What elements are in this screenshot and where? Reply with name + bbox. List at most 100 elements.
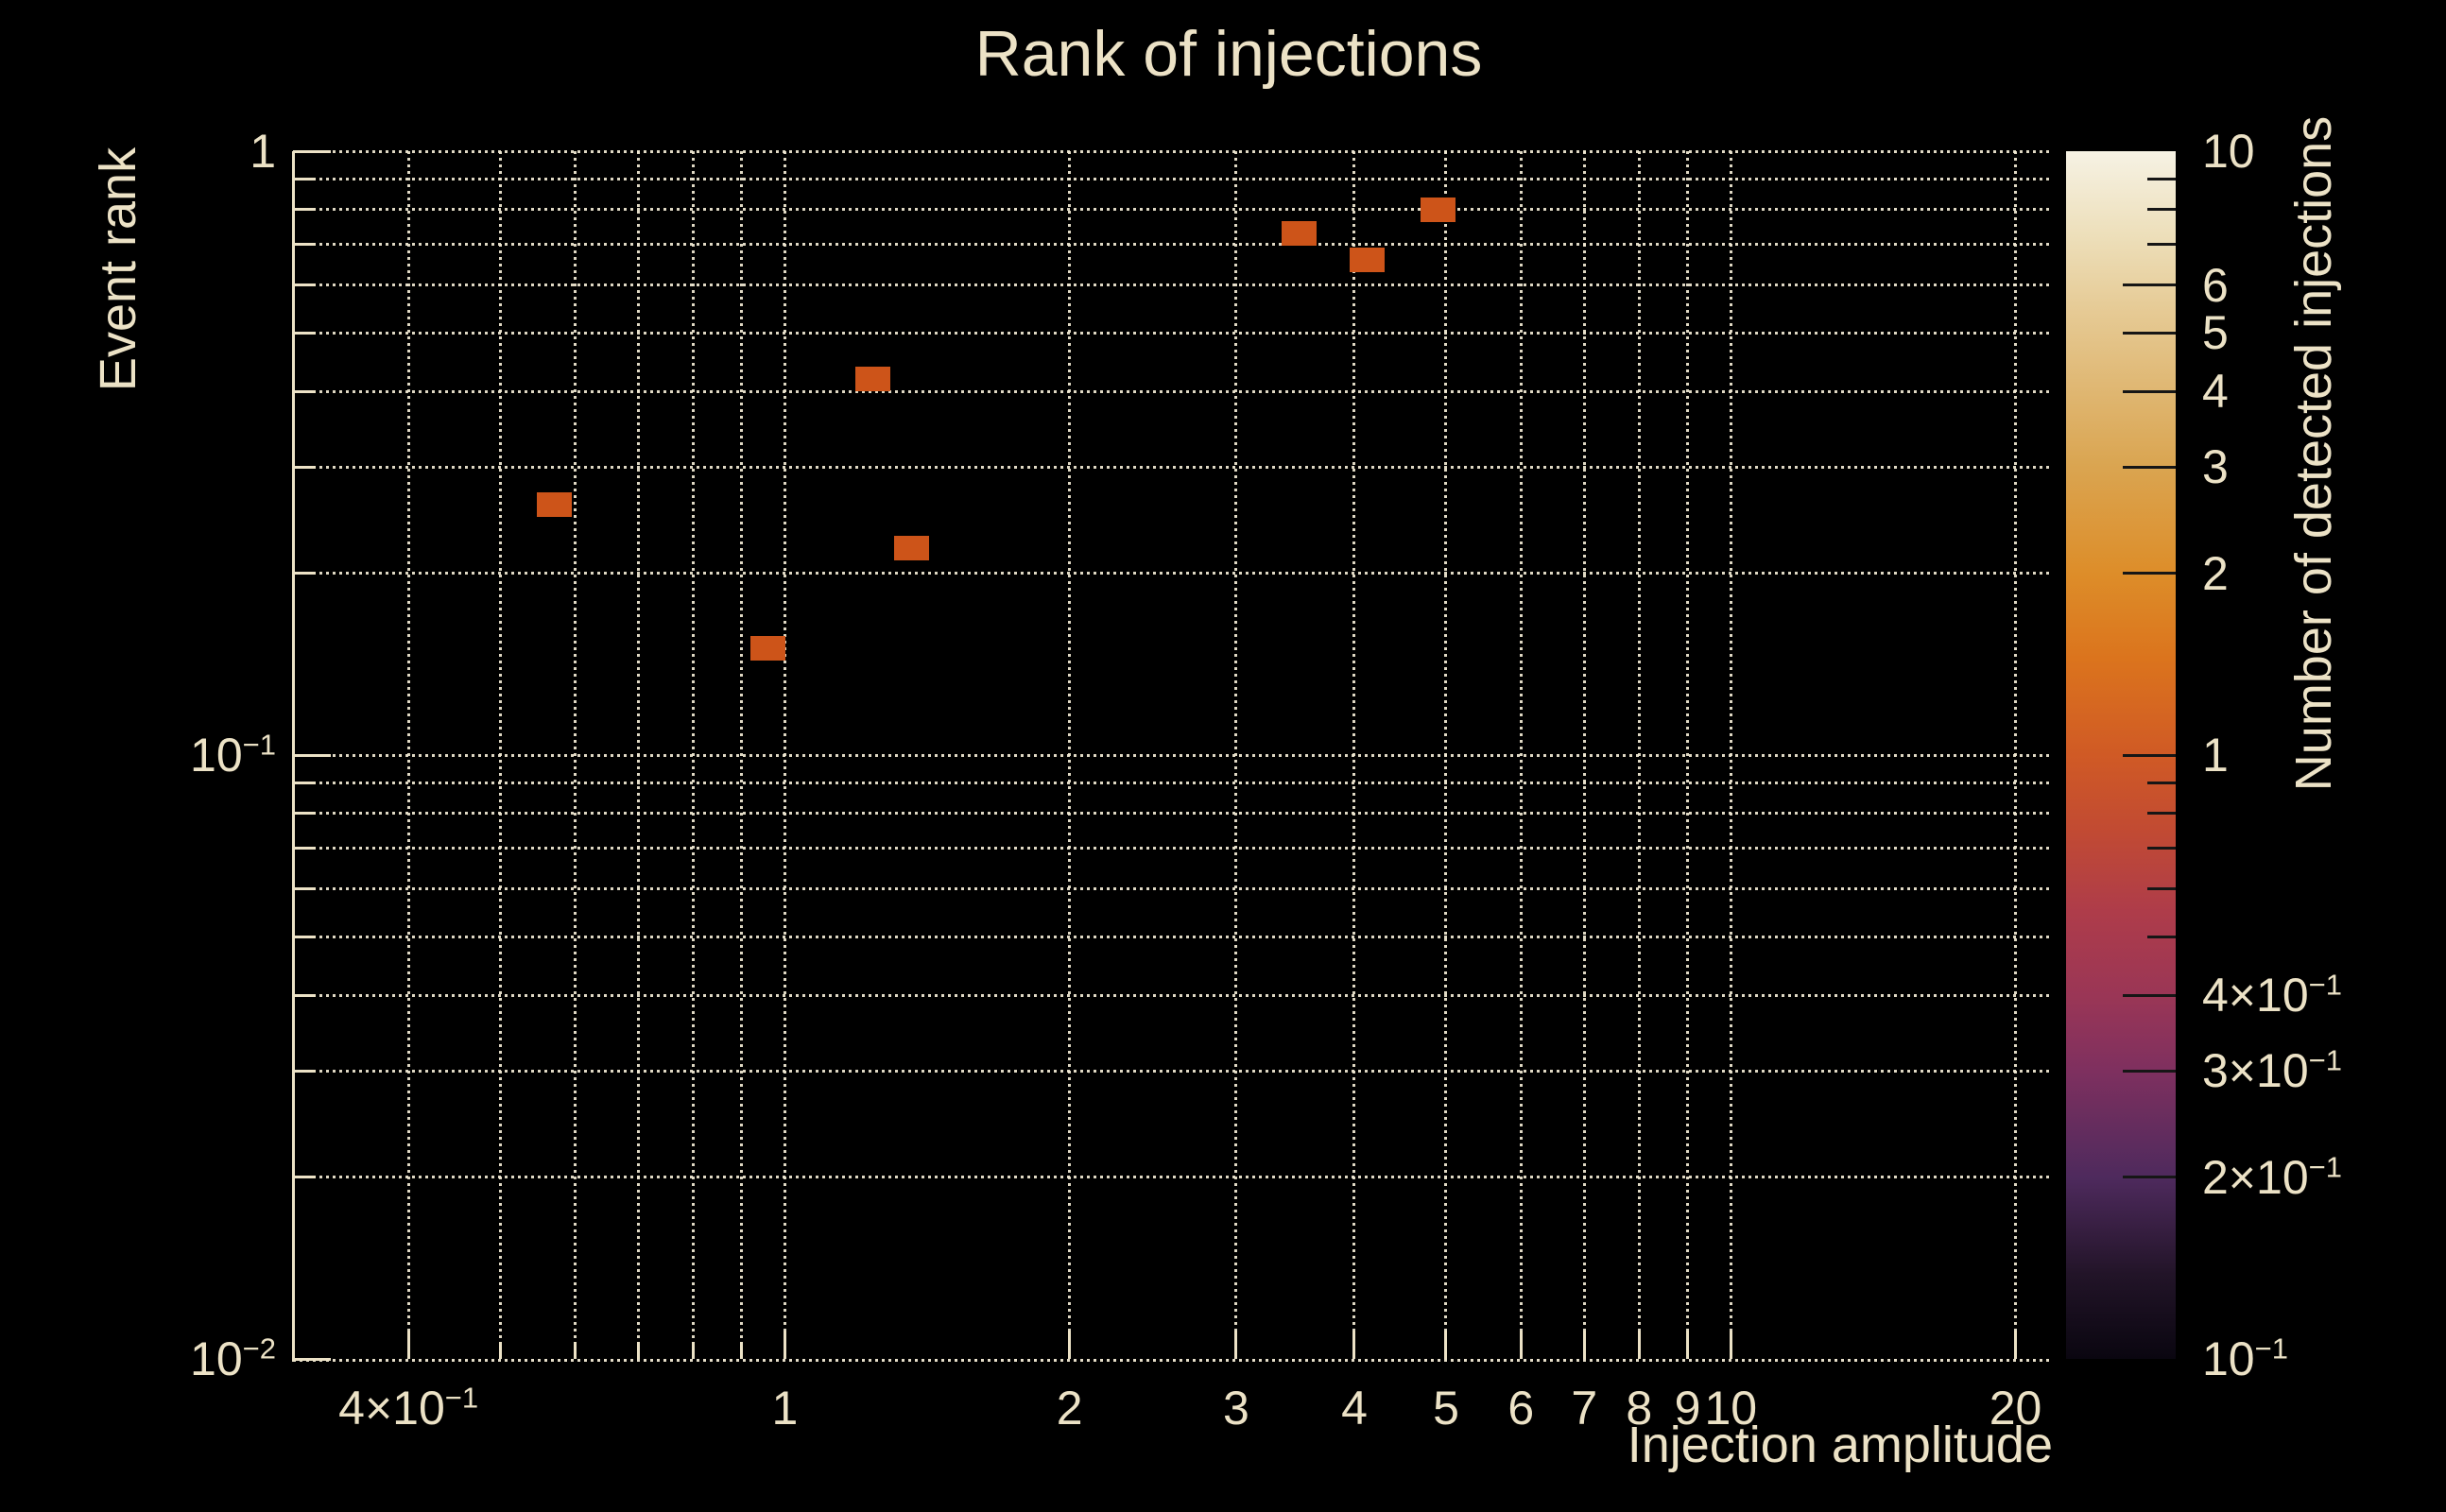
y-tick-minor	[293, 284, 316, 287]
colorbar-tick-minor	[2147, 243, 2176, 247]
y-tick-minor	[293, 389, 316, 393]
data-point	[750, 636, 786, 662]
data-point	[855, 366, 891, 391]
y-gridline	[293, 1069, 2053, 1073]
y-tick-minor	[293, 847, 316, 850]
y-gridline	[293, 389, 2053, 393]
y-tick-minor	[293, 243, 316, 247]
colorbar-tick	[2123, 993, 2176, 997]
colorbar-tick	[2123, 753, 2176, 757]
y-gridline	[293, 781, 2053, 784]
colorbar-tick-minor	[2147, 935, 2176, 938]
y-gridline	[293, 1176, 2053, 1179]
y-tick-label: 10−1	[190, 728, 276, 782]
x-axis-label: Injection amplitude	[1627, 1417, 2053, 1473]
x-tick-minor	[740, 1342, 744, 1359]
y-axis-label: Event rank	[90, 146, 146, 392]
y-tick-label: 1	[250, 125, 276, 178]
colorbar-tick-minor	[2147, 847, 2176, 850]
x-tick	[783, 1331, 786, 1359]
x-tick	[1582, 1331, 1586, 1359]
y-tick	[293, 149, 331, 153]
y-tick	[293, 753, 331, 757]
x-tick-label: 2	[1056, 1382, 1083, 1435]
colorbar-tick-minor	[2147, 887, 2176, 891]
x-axis-spine	[293, 1359, 2053, 1362]
x-tick	[1444, 1331, 1448, 1359]
colorbar-tick-label: 4×10−1	[2202, 968, 2342, 1022]
x-tick-minor	[636, 1342, 640, 1359]
y-tick-minor	[293, 887, 316, 891]
y-tick-minor	[293, 572, 316, 576]
chart-title: Rank of injections	[974, 18, 1483, 90]
y-tick-minor	[293, 781, 316, 784]
colorbar-tick	[2123, 465, 2176, 469]
y-gridline	[293, 993, 2053, 997]
y-tick-minor	[293, 812, 316, 816]
x-tick-label: 7	[1571, 1382, 1598, 1435]
x-tick-label: 4	[1341, 1382, 1368, 1435]
x-tick	[1637, 1331, 1641, 1359]
colorbar-tick	[2123, 389, 2176, 393]
data-point	[893, 536, 929, 561]
y-gridline	[293, 208, 2053, 212]
x-tick-minor	[498, 1342, 502, 1359]
colorbar-tick	[2123, 1176, 2176, 1179]
x-tick	[1519, 1331, 1523, 1359]
colorbar-tick-minor	[2147, 177, 2176, 180]
y-gridline	[293, 149, 2053, 153]
y-tick-minor	[293, 993, 316, 997]
y-axis-spine	[292, 151, 295, 1362]
y-tick-minor	[293, 177, 316, 180]
x-tick	[1068, 1331, 1072, 1359]
y-tick-label: 10−2	[190, 1332, 276, 1385]
y-tick-minor	[293, 465, 316, 469]
x-tick-label: 20	[1989, 1382, 2042, 1435]
x-tick-label: 1	[771, 1382, 799, 1435]
colorbar-tick-label: 1	[2202, 729, 2229, 782]
colorbar-tick	[2123, 1069, 2176, 1073]
colorbar-tick-minor	[2147, 208, 2176, 212]
x-tick	[1234, 1331, 1238, 1359]
y-tick-minor	[293, 1176, 316, 1179]
colorbar-tick-label: 5	[2202, 306, 2229, 360]
y-gridline	[293, 572, 2053, 576]
x-tick-label: 3	[1223, 1382, 1249, 1435]
y-tick-minor	[293, 1069, 316, 1073]
y-gridline	[293, 887, 2053, 891]
colorbar-tick	[2123, 284, 2176, 287]
data-point	[536, 491, 572, 517]
x-tick-label: 6	[1507, 1382, 1535, 1435]
x-tick-label: 5	[1433, 1382, 1459, 1435]
data-point	[1350, 248, 1386, 273]
y-tick-minor	[293, 935, 316, 938]
x-tick-label: 10	[1704, 1382, 1758, 1435]
x-tick-minor	[691, 1342, 695, 1359]
y-gridline	[293, 812, 2053, 816]
x-tick	[1685, 1331, 1689, 1359]
x-tick	[1729, 1331, 1732, 1359]
x-tick	[2014, 1331, 2018, 1359]
x-tick-minor	[573, 1342, 577, 1359]
y-gridline	[293, 465, 2053, 469]
y-tick-minor	[293, 208, 316, 212]
y-gridline	[293, 753, 2053, 757]
x-tick	[1352, 1331, 1356, 1359]
colorbar-tick-label: 6	[2202, 258, 2229, 312]
colorbar-tick	[2123, 331, 2176, 335]
colorbar-tick-label: 3×10−1	[2202, 1043, 2342, 1098]
data-point	[1420, 197, 1456, 222]
y-tick	[293, 1357, 331, 1361]
y-tick-minor	[293, 331, 316, 335]
x-tick-label: 9	[1674, 1382, 1701, 1435]
y-gridline	[293, 935, 2053, 938]
x-tick-label: 4×10−1	[338, 1381, 479, 1435]
y-gridline	[293, 243, 2053, 247]
colorbar-tick-label: 3	[2202, 440, 2229, 494]
data-point	[1282, 221, 1318, 247]
y-gridline	[293, 331, 2053, 335]
colorbar-tick-label: 10−1	[2202, 1332, 2288, 1385]
colorbar-tick-label: 4	[2202, 365, 2229, 419]
y-gridline	[293, 284, 2053, 287]
